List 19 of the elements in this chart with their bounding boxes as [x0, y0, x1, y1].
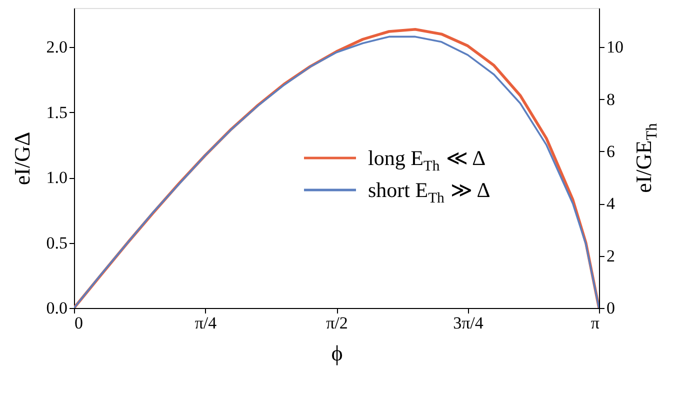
x-tick-label: π/4 — [194, 314, 218, 332]
x-axis-title: ϕ — [331, 340, 343, 366]
x-tick-label: π/2 — [326, 314, 348, 332]
x-tick-label: 3π/4 — [453, 314, 484, 332]
y-tick-label: 2.0 — [46, 38, 68, 57]
y-tick-label: 0.5 — [46, 233, 68, 252]
y2-tick-label: 0 — [606, 298, 615, 318]
y2-tick-label: 4 — [606, 194, 616, 214]
y-tick-label: 1.5 — [46, 102, 68, 122]
y-axis-title: eI/GΔ — [9, 132, 34, 186]
x-tick-label: 0 — [74, 314, 83, 332]
y2-tick-label: 2 — [606, 246, 615, 266]
y2-tick-label: 10 — [606, 38, 624, 57]
y-tick-label: 1.0 — [46, 168, 68, 188]
x-tick-label: π — [590, 314, 600, 332]
y2-tick-label: 8 — [606, 90, 615, 109]
y2-tick-label: 6 — [606, 142, 615, 161]
y-tick-label: 0.0 — [46, 298, 68, 318]
y2-axis-title: eI/GETh — [631, 122, 660, 193]
